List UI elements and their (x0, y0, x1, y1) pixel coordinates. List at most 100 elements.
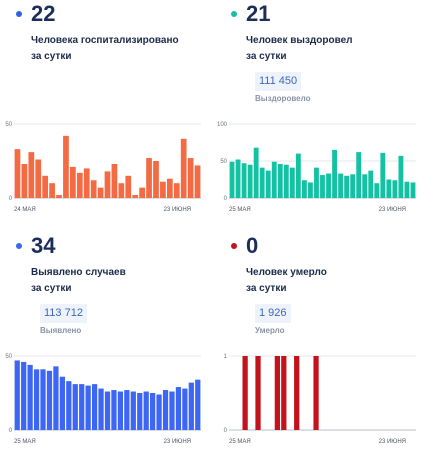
bar (294, 356, 300, 430)
bar (338, 173, 344, 198)
bar (79, 384, 85, 430)
description-line-2: за сутки (246, 283, 287, 294)
bar (91, 384, 98, 430)
bar (139, 187, 145, 198)
y-tick-label: 100 (217, 122, 228, 128)
x-end-label: 23 ИЮНЯ (164, 439, 191, 445)
bar (398, 155, 404, 198)
y-tick-label: 0 (224, 196, 228, 202)
bar (72, 384, 78, 430)
bar (281, 356, 287, 430)
bar (160, 181, 166, 198)
bar (241, 163, 247, 198)
bar (153, 161, 159, 198)
x-end-label: 23 ИЮНЯ (164, 207, 191, 213)
bar (66, 381, 72, 430)
hospitalized-count: 22 (31, 1, 56, 26)
recovered-count: 21 (246, 1, 271, 26)
bar (14, 149, 21, 198)
bar (166, 178, 173, 198)
bar (98, 388, 104, 430)
detected-total-label: Выявлено (40, 326, 82, 335)
bar (314, 167, 319, 198)
bar (97, 187, 104, 198)
bar (150, 393, 156, 430)
x-end-label: 23 ИЮНЯ (379, 207, 406, 213)
bar (118, 183, 125, 198)
bar (143, 391, 149, 430)
bar (194, 165, 201, 198)
bar (40, 369, 46, 430)
detected-total-badge: 113 712 (40, 304, 87, 323)
bar (90, 180, 97, 198)
bar (386, 179, 392, 198)
bar (308, 182, 313, 198)
bar (392, 180, 398, 198)
description-line-2: за сутки (31, 283, 72, 294)
description-line-2: за сутки (246, 51, 287, 62)
indicator-dot (231, 11, 237, 17)
bar (255, 356, 261, 430)
hospitalized-chart: 0 50 24 МАЯ 23 ИЮНЯ (5, 122, 201, 213)
bar (33, 369, 40, 430)
bar (295, 153, 301, 198)
deaths-total-badge: 1 926 (255, 304, 291, 323)
detected-chart: 0 50 25 МАЯ 23 ИЮНЯ (5, 354, 201, 445)
y-tick-label: 50 (5, 354, 12, 360)
deaths-total-label: Умерло (255, 326, 285, 335)
panel-recovered: 21 Человек выздоровел за сутки 111 450 В… (215, 0, 430, 232)
indicator-dot (16, 243, 22, 249)
y-tick-label: 1 (224, 354, 228, 360)
y-tick-label: 0 (9, 428, 13, 434)
bar (301, 180, 307, 198)
bar (235, 159, 241, 198)
bar (374, 183, 380, 198)
detected-description: Выявлено случаев за сутки (31, 265, 126, 297)
bar (63, 135, 69, 198)
bar (253, 147, 259, 198)
bar (320, 175, 325, 198)
y-tick-label: 0 (224, 428, 228, 434)
bar (247, 164, 253, 198)
bar (156, 394, 162, 430)
x-start-label: 25 МАЯ (229, 439, 251, 445)
bar (410, 182, 416, 198)
bar (104, 391, 111, 430)
bar (130, 391, 136, 430)
bar (70, 166, 76, 198)
bar (265, 170, 271, 198)
y-tick-label: 50 (220, 159, 227, 165)
deaths-count: 0 (246, 233, 259, 258)
detected-count: 34 (31, 233, 56, 258)
bar (124, 390, 130, 430)
bar (368, 170, 374, 198)
bar (229, 161, 235, 198)
bar (188, 382, 194, 430)
bar (326, 173, 331, 198)
x-end-label: 23 ИЮНЯ (379, 439, 406, 445)
bar (104, 171, 111, 198)
bar (283, 164, 289, 198)
bar (35, 159, 42, 198)
bar (175, 387, 182, 430)
bar (277, 163, 283, 198)
bar (182, 388, 188, 430)
bar (146, 158, 152, 198)
recovered-chart: 0 50 100 25 МАЯ 23 ИЮНЯ (217, 122, 416, 213)
deaths-chart: 0 1 25 МАЯ 23 ИЮНЯ (224, 354, 416, 445)
bar (187, 158, 194, 198)
panel-hospitalized: 22 Человека госпитализировано за сутки 0… (0, 0, 215, 232)
bar (242, 356, 248, 430)
bar (21, 361, 27, 430)
description-line-1: Человек выздоровел (246, 35, 353, 46)
x-start-label: 25 МАЯ (14, 439, 36, 445)
bar (56, 195, 62, 198)
bar (21, 163, 28, 198)
recovered-description: Человек выздоровел за сутки (246, 33, 353, 65)
x-start-label: 25 МАЯ (229, 207, 251, 213)
bar (46, 370, 53, 430)
bar (85, 385, 91, 430)
recovered-total-badge: 111 450 (255, 72, 302, 91)
bar (344, 175, 350, 198)
bar (137, 393, 143, 430)
